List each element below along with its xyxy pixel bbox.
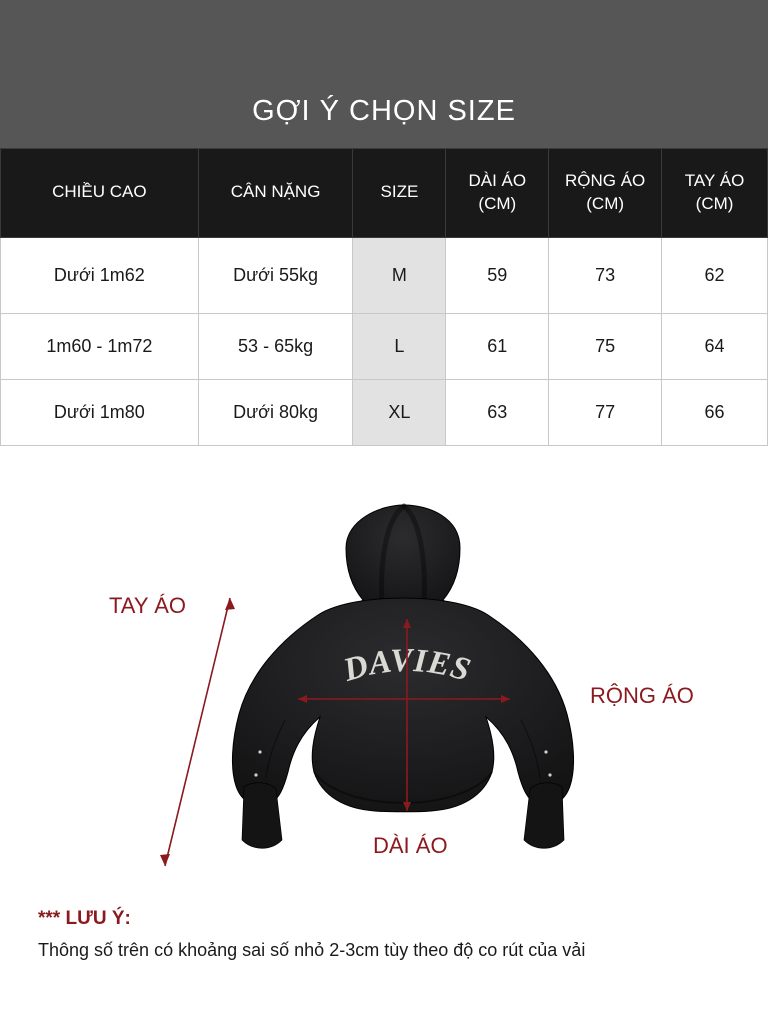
svg-text:TAY ÁO: TAY ÁO [109, 593, 186, 618]
svg-text:DÀI ÁO: DÀI ÁO [373, 833, 448, 858]
svg-text:RỘNG ÁO: RỘNG ÁO [590, 683, 694, 708]
